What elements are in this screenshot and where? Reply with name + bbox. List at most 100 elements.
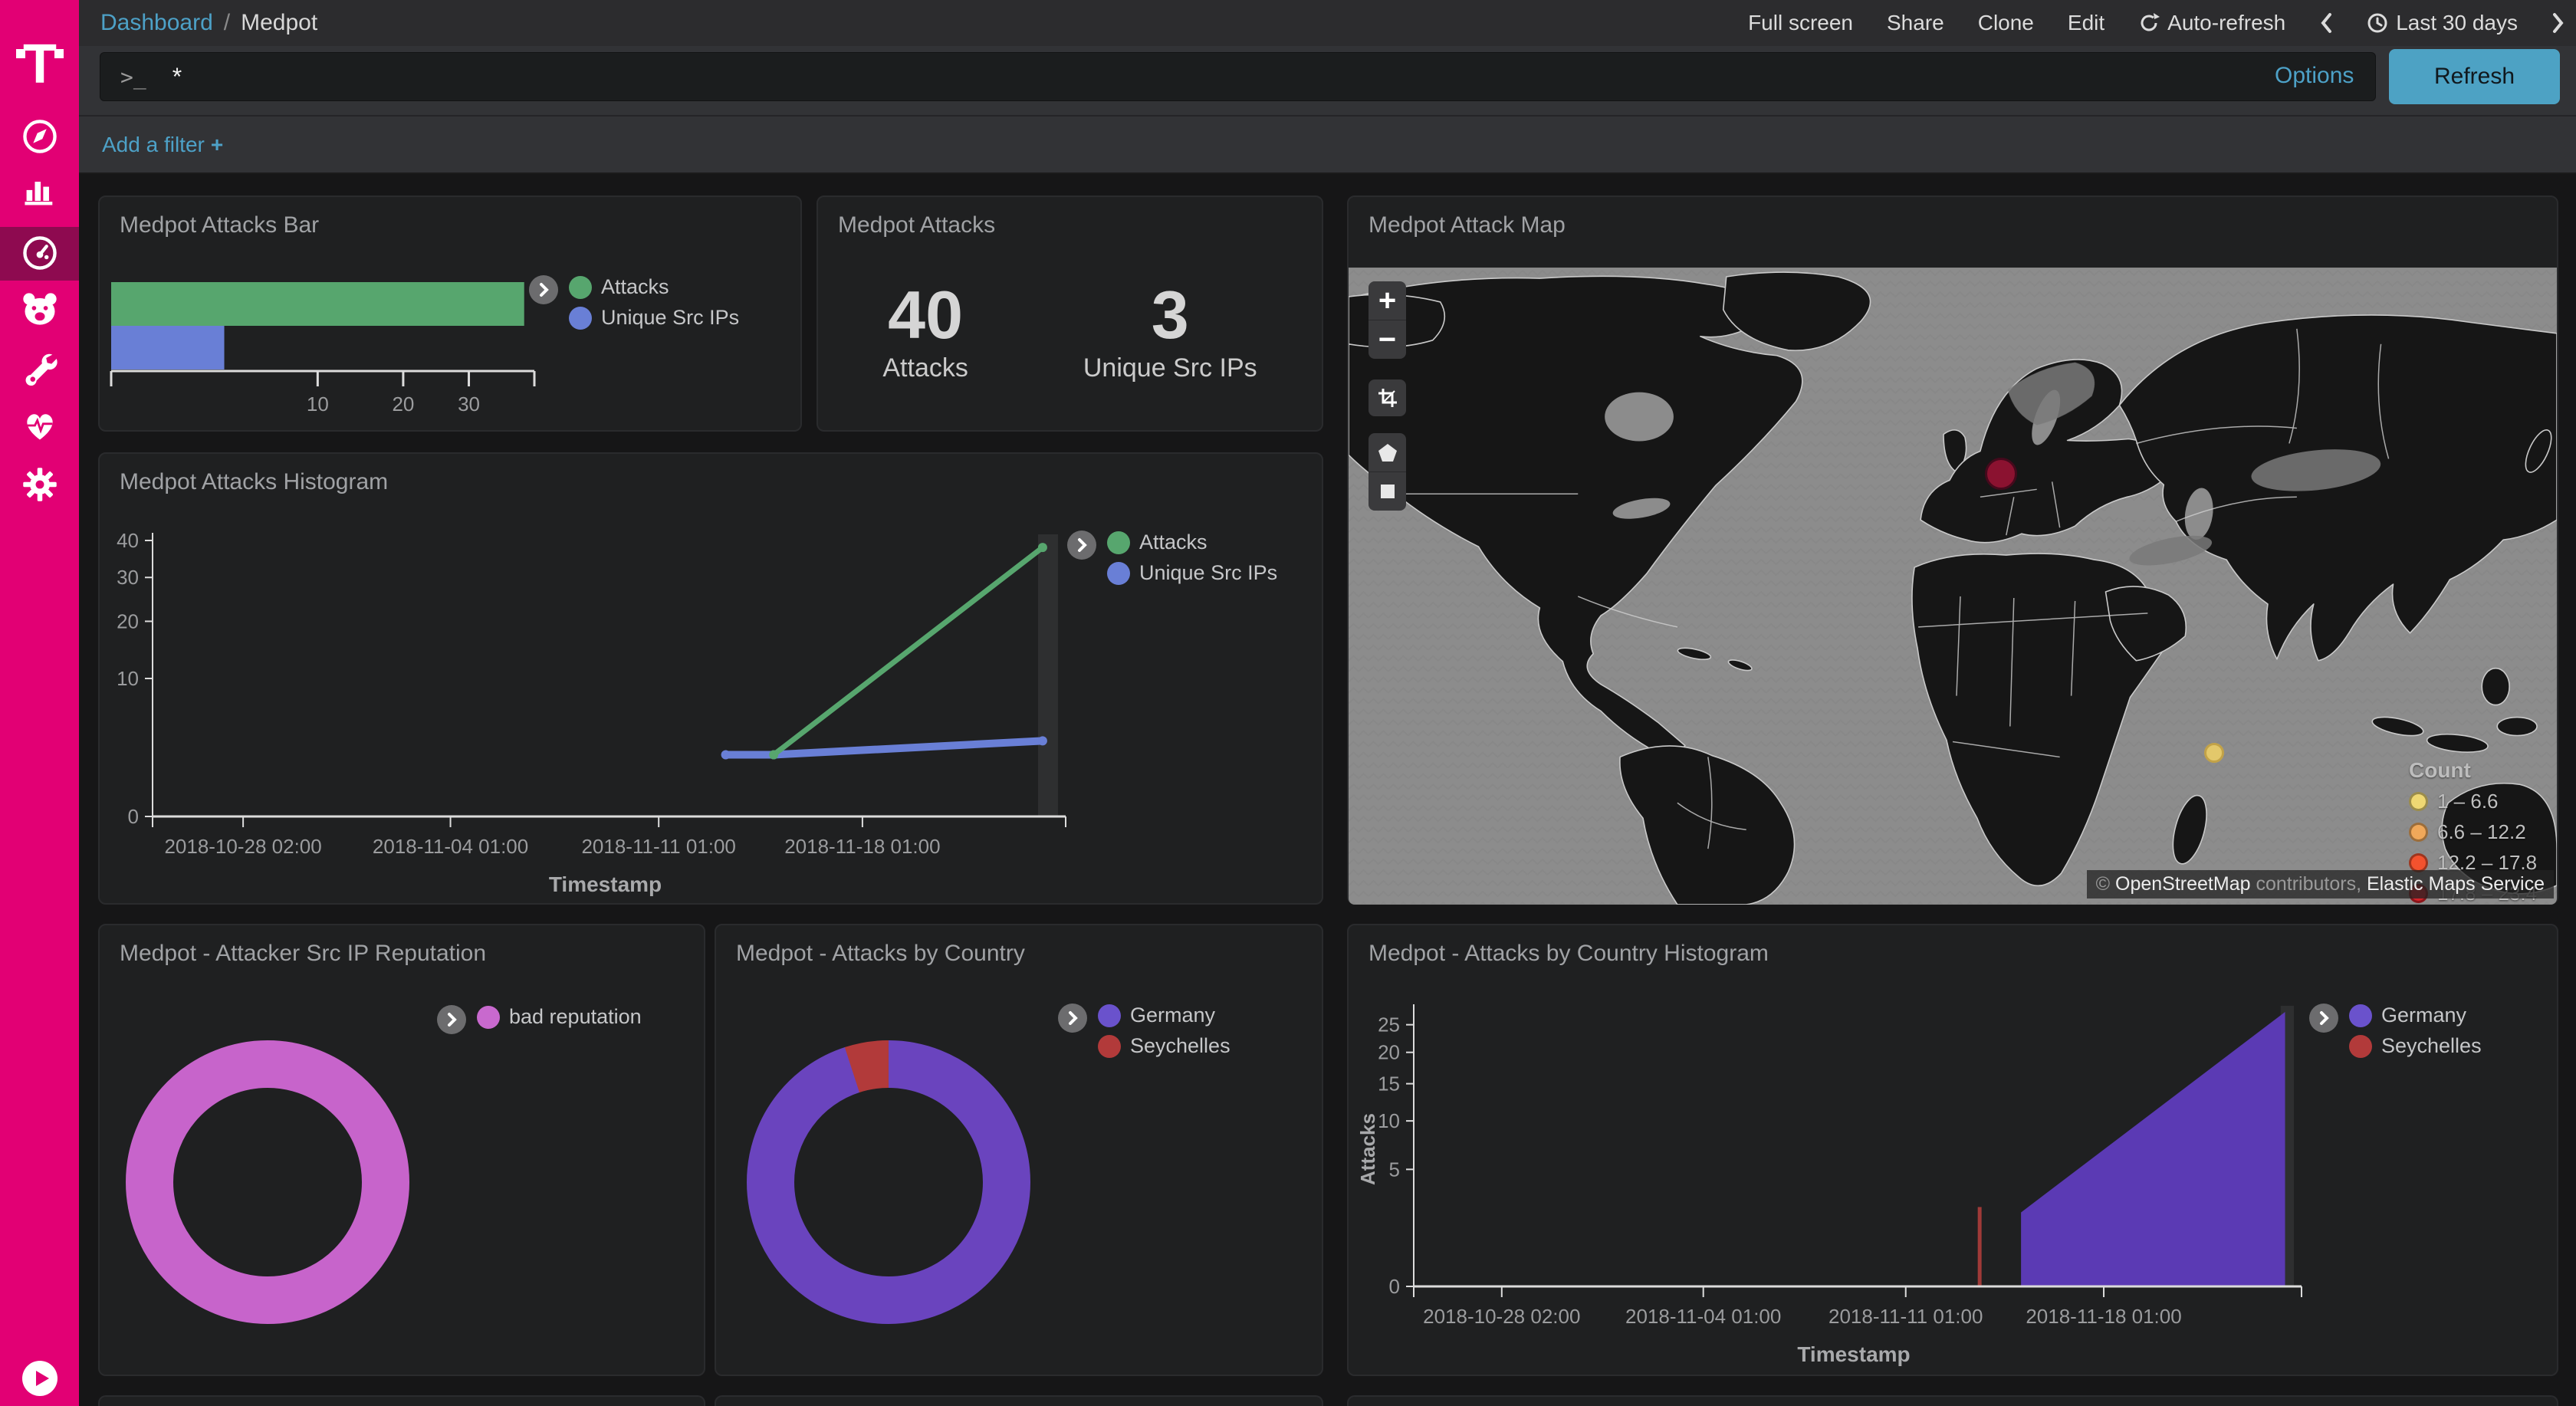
map-zoom-out-button[interactable]: − [1368, 320, 1406, 359]
svg-text:15: 15 [1378, 1073, 1400, 1096]
legend-item-germany[interactable]: Germany [1098, 1004, 1230, 1027]
panel-src-ip-reputation: Medpot - Attacker Src IP Reputation bad … [98, 924, 705, 1376]
svg-text:30: 30 [458, 393, 480, 416]
sidebar-item-dashboard[interactable] [0, 233, 79, 273]
metric-value: 40 [888, 277, 964, 353]
svg-text:20: 20 [117, 609, 139, 632]
search-input[interactable]: >_ * [100, 52, 2376, 101]
share-button[interactable]: Share [1887, 11, 1944, 34]
metric-unique-src-ips: 3 Unique Src IPs [1083, 281, 1257, 383]
attacks-histogram-chart[interactable]: 0 10 20 30 40 2018-10-28 02:00 2018-11-04 01:0… [100, 454, 1322, 903]
panel-attacks-by-country: Medpot - Attacks by Country Germany Seyc… [715, 924, 1323, 1376]
legend-item-seychelles[interactable]: Seychelles [1098, 1034, 1230, 1058]
svg-text:0: 0 [1389, 1275, 1400, 1298]
legend-dot [1107, 561, 1130, 585]
sidebar-item-visualize[interactable] [0, 171, 79, 211]
legend: Attacks Unique Src IPs [1067, 531, 1277, 585]
country-histogram-chart[interactable]: 0 5 10 15 20 25 2018-10-28 02:00 2018-11-04 01:… [1349, 925, 2557, 1375]
svg-text:25: 25 [1378, 1013, 1400, 1036]
panel-attacks-metric: Medpot Attacks 40 Attacks 3 Unique Src I… [816, 195, 1323, 432]
legend-item-attacks[interactable]: Attacks [1107, 531, 1277, 554]
time-prev-button[interactable] [2319, 12, 2333, 34]
panel-attacks-bar: Medpot Attacks Bar 10 20 30 Attacks Unique… [98, 195, 802, 432]
svg-text:2018-11-04 01:00: 2018-11-04 01:00 [373, 835, 528, 858]
sidebar-item-devtools[interactable] [0, 348, 79, 388]
refresh-cycle-icon [2141, 13, 2160, 31]
panel-country-histogram: Medpot - Attacks by Country Histogram 0 5… [1347, 924, 2558, 1376]
plus-icon: + [210, 132, 224, 156]
legend-dot [1107, 531, 1130, 554]
legend: Germany Seychelles [1058, 1004, 1230, 1058]
map-zoom-in-button[interactable]: + [1368, 281, 1406, 320]
top-nav-bar: Dashboard / Medpot Full screen Share Clo… [79, 0, 2576, 46]
legend-collapse-icon[interactable] [529, 275, 558, 304]
panel-attack-map: Medpot Attack Map [1347, 195, 2558, 905]
sidebar-item-tpot[interactable] [0, 289, 79, 329]
country-donut-chart[interactable] [716, 925, 1322, 1375]
svg-text:20: 20 [1378, 1041, 1400, 1064]
sidebar: T [0, 0, 79, 1406]
legend-dot [477, 1005, 500, 1029]
legend-collapse-icon[interactable] [1058, 1004, 1087, 1033]
time-next-button[interactable] [2551, 12, 2565, 34]
breadcrumb-dashboard-link[interactable]: Dashboard [100, 10, 213, 35]
world-map[interactable]: Count 1 – 6.6 6.6 – 12.2 12.2 – 17.8 17.… [1349, 268, 2557, 905]
telekom-logo[interactable]: T [0, 31, 79, 92]
svg-text:Timestamp: Timestamp [549, 872, 662, 896]
svg-text:2018-11-11 01:00: 2018-11-11 01:00 [1829, 1305, 1983, 1328]
metric-value: 3 [1151, 277, 1189, 353]
edit-button[interactable]: Edit [2067, 11, 2105, 34]
legend-dot [2409, 823, 2428, 842]
legend-item-seychelles[interactable]: Seychelles [2349, 1034, 2482, 1058]
fullscreen-button[interactable]: Full screen [1748, 11, 1853, 34]
attacks-bar-chart[interactable]: 10 20 30 [100, 197, 800, 430]
clock-icon [2367, 13, 2387, 33]
svg-text:2018-10-28 02:00: 2018-10-28 02:00 [164, 835, 321, 858]
map-marker-germany[interactable] [1985, 458, 2018, 491]
panel-attacks-histogram: Medpot Attacks Histogram 0 10 20 30 40 2018-1… [98, 452, 1323, 905]
map-draw-polygon-button[interactable] [1368, 433, 1406, 472]
svg-text:10: 10 [117, 667, 139, 690]
legend-collapse-icon[interactable] [2309, 1004, 2338, 1033]
svg-text:2018-11-11 01:00: 2018-11-11 01:00 [581, 835, 735, 858]
legend-item-attacks[interactable]: Attacks [569, 275, 739, 299]
time-picker-button[interactable]: Last 30 days [2367, 11, 2518, 35]
sidebar-collapse-button[interactable] [0, 1358, 79, 1398]
map-fit-bounds-button[interactable] [1368, 379, 1406, 416]
svg-text:T: T [23, 34, 57, 90]
metric-label: Unique Src IPs [1083, 353, 1257, 383]
crop-icon [1378, 389, 1397, 407]
add-filter-link[interactable]: Add a filter + [102, 132, 224, 156]
refresh-button[interactable]: Refresh [2389, 49, 2560, 104]
svg-text:2018-10-28 02:00: 2018-10-28 02:00 [1423, 1305, 1580, 1328]
map-legend-title: Count [2409, 758, 2471, 782]
auto-refresh-button[interactable]: Auto-refresh [2138, 11, 2285, 35]
svg-text:Attacks: Attacks [1356, 1113, 1379, 1185]
legend-item-bad-reputation[interactable]: bad reputation [477, 1005, 642, 1029]
chevron-left-icon [2321, 13, 2332, 33]
svg-text:2018-11-18 01:00: 2018-11-18 01:00 [784, 835, 940, 858]
next-row-panel-stub [715, 1395, 1323, 1406]
reputation-donut-chart[interactable] [100, 925, 704, 1375]
legend-item-unique-src-ips[interactable]: Unique Src IPs [1107, 561, 1277, 585]
sidebar-item-monitoring[interactable] [0, 406, 79, 445]
clone-button[interactable]: Clone [1977, 11, 2034, 34]
legend-collapse-icon[interactable] [1067, 531, 1096, 560]
map-marker-seychelles[interactable] [2204, 743, 2225, 764]
map-draw-rectangle-button[interactable] [1368, 472, 1406, 511]
sidebar-item-management[interactable] [0, 465, 79, 504]
ems-link[interactable]: Elastic Maps Service [2366, 873, 2545, 895]
legend: Germany Seychelles [2309, 1004, 2482, 1058]
osm-link[interactable]: OpenStreetMap [2115, 873, 2251, 895]
legend-item-germany[interactable]: Germany [2349, 1004, 2482, 1027]
gear-icon [22, 468, 57, 501]
metric-label: Attacks [882, 353, 968, 383]
legend-collapse-icon[interactable] [437, 1005, 466, 1034]
breadcrumb-separator: / [223, 10, 231, 35]
sidebar-item-discover[interactable] [0, 117, 79, 156]
svg-text:10: 10 [1378, 1109, 1400, 1132]
legend-item-unique-src-ips[interactable]: Unique Src IPs [569, 306, 739, 330]
breadcrumb-current: Medpot [241, 10, 318, 35]
options-link[interactable]: Options [2275, 63, 2354, 88]
